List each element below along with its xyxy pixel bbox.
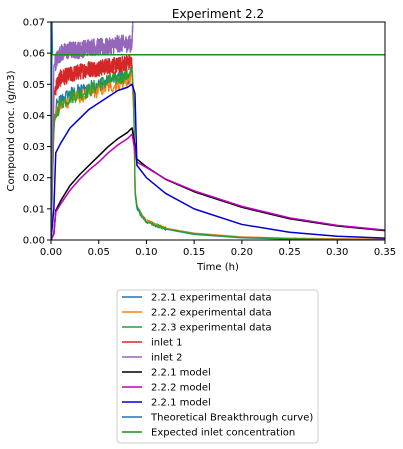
- series-line-5: [51, 22, 134, 240]
- legend-entry: 2.2.3 experimental data: [122, 323, 272, 334]
- legend-label: inlet 2: [151, 353, 183, 364]
- y-tick-label: 0.01: [23, 204, 45, 215]
- x-tick-label: 0.10: [135, 247, 157, 258]
- y-tick-label: 0.07: [23, 18, 45, 29]
- legend-entry: inlet 1: [122, 338, 183, 349]
- legend-label: 2.2.2 experimental data: [151, 308, 272, 319]
- x-axis-label: Time (h): [196, 262, 239, 273]
- legend: 2.2.1 experimental data 2.2.2 experimenta…: [122, 293, 313, 439]
- legend-label: 2.2.1 experimental data: [151, 293, 272, 304]
- y-tick-label: 0.06: [23, 49, 45, 60]
- legend-label: 2.2.1 model: [151, 368, 211, 379]
- legend-label: 2.2.1 model: [151, 398, 211, 409]
- y-axis: 0.00 0.01 0.02 0.03 0.04 0.05 0.06 0.07: [23, 18, 51, 247]
- legend-label: inlet 1: [151, 338, 183, 349]
- x-tick-label: 0.00: [40, 247, 62, 258]
- legend-label: Expected inlet concentration: [151, 428, 295, 439]
- legend-entry: Theoretical Breakthrough curve): [122, 413, 313, 424]
- y-tick-label: 0.02: [23, 173, 45, 184]
- legend-label: 2.2.3 experimental data: [151, 323, 272, 334]
- y-tick-label: 0.05: [23, 80, 45, 91]
- series-line-4: [51, 54, 133, 240]
- legend-entry: 2.2.1 model: [122, 398, 211, 409]
- x-tick-label: 0.05: [88, 247, 110, 258]
- legend-label: 2.2.2 model: [151, 383, 211, 394]
- x-tick-label: 0.25: [278, 247, 300, 258]
- series-line-8: [51, 83, 385, 240]
- series-line-6: [51, 127, 385, 240]
- x-tick-label: 0.15: [183, 247, 205, 258]
- y-tick-label: 0.00: [23, 236, 45, 247]
- series-line-3: [51, 64, 385, 240]
- x-axis: 0.00 0.05 0.10 0.15 0.20 0.25 0.30 0.35: [40, 240, 396, 258]
- y-axis-label: Compound conc. (g/m3): [6, 70, 17, 191]
- series-line-7: [51, 133, 385, 240]
- legend-entry: Expected inlet concentration: [122, 428, 295, 439]
- plot-frame: [50, 21, 386, 241]
- x-tick-label: 0.35: [374, 247, 396, 258]
- legend-entry: inlet 2: [122, 353, 183, 364]
- y-tick-label: 0.03: [23, 142, 45, 153]
- legend-entry: 2.2.2 model: [122, 383, 211, 394]
- y-tick-label: 0.04: [23, 111, 45, 122]
- legend-box: [116, 289, 319, 444]
- x-tick-label: 0.30: [326, 247, 348, 258]
- legend-entry: 2.2.1 experimental data: [122, 293, 272, 304]
- legend-entry: 2.2.2 experimental data: [122, 308, 272, 319]
- x-tick-label: 0.20: [231, 247, 253, 258]
- legend-label: Theoretical Breakthrough curve): [150, 413, 313, 424]
- legend-entry: 2.2.1 model: [122, 368, 211, 379]
- chart-title: Experiment 2.2: [172, 7, 264, 21]
